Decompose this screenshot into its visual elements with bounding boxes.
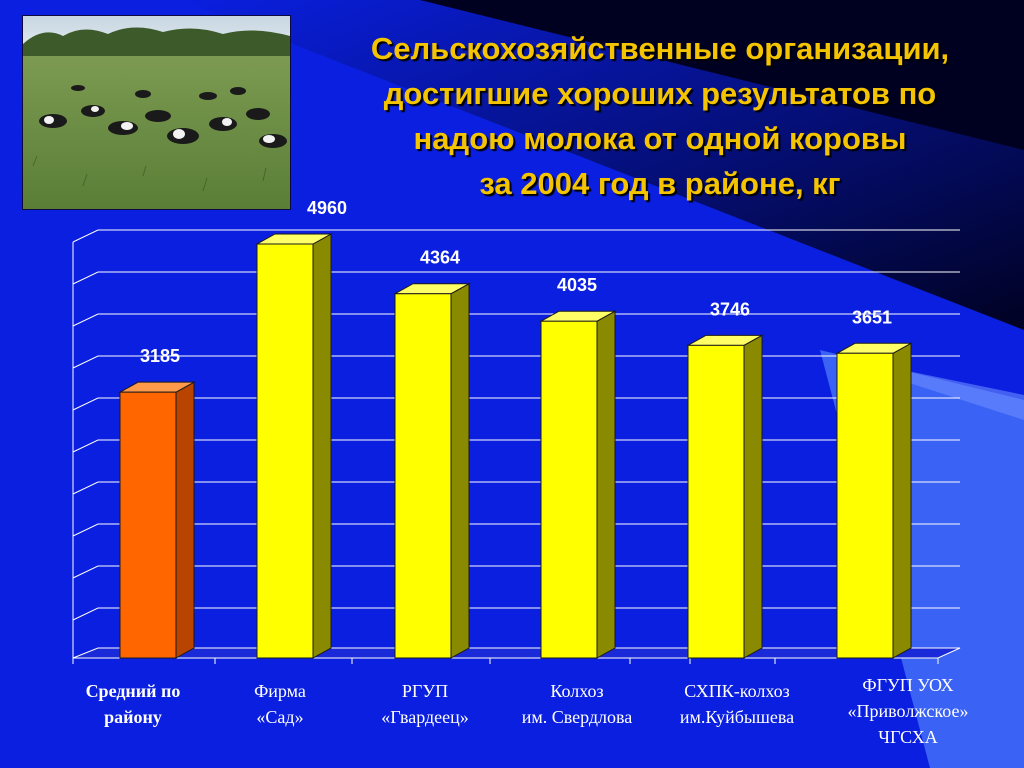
category-label: СХПК-колхоз им.Куйбышева	[652, 678, 822, 730]
category-label-line: РГУП	[401, 681, 449, 701]
bar	[686, 334, 764, 659]
data-label: 3651	[852, 307, 892, 327]
gridline	[72, 439, 960, 453]
bar-front	[394, 293, 452, 659]
bar	[255, 233, 333, 659]
bar-side	[450, 282, 470, 659]
bar-front	[256, 243, 314, 659]
category-label-line: Колхоз	[550, 681, 604, 701]
category-label-line: «Приволжское»	[847, 701, 969, 721]
bar-front	[119, 391, 177, 659]
bar-front	[836, 352, 894, 659]
bar	[539, 310, 617, 659]
data-label: 4035	[557, 275, 597, 295]
category-label-line: им. Свердлова	[521, 707, 633, 727]
title-line: за 2004 год в районе, кг	[479, 166, 841, 201]
data-label: 4960	[307, 198, 347, 218]
category-label-line: Фирма	[254, 681, 306, 701]
gridline	[72, 481, 960, 495]
bar-front	[687, 344, 745, 659]
bar-side	[312, 233, 332, 659]
gridline	[72, 271, 960, 285]
category-label: Фирма «Сад»	[195, 678, 365, 730]
title-line: надою молока от одной коровы	[413, 121, 907, 156]
data-label: 4364	[420, 248, 460, 268]
category-label-line: «Сад»	[256, 707, 304, 727]
gridline	[72, 397, 960, 411]
data-label: 3185	[140, 346, 180, 366]
title-line: достигшие хороших результатов по	[383, 76, 937, 111]
category-label-line: ФГУП УОХ	[862, 675, 954, 695]
category-label-line: «Гвардеец»	[381, 707, 469, 727]
bar-front	[540, 320, 598, 659]
gridline	[72, 607, 960, 621]
bar	[835, 342, 913, 659]
category-label-line: ЧГСХА	[878, 727, 938, 747]
gridline	[72, 313, 960, 327]
data-label: 3746	[710, 299, 750, 319]
cows-pasture-photo	[22, 15, 291, 210]
bar-side	[596, 310, 616, 659]
category-label-line: району	[104, 707, 162, 727]
gridline	[72, 355, 960, 369]
bar-side	[175, 381, 195, 659]
category-label: РГУП «Гвардеец»	[340, 678, 510, 730]
bar-side	[892, 342, 912, 659]
category-label: Средний по району	[48, 678, 218, 730]
title-line: Сельскохозяйственные организации,	[370, 31, 950, 66]
category-label: ФГУП УОХ «Приволжское» ЧГСХА	[823, 672, 993, 750]
category-label-line: Средний по	[85, 681, 181, 701]
gridline	[72, 523, 960, 537]
bar	[393, 282, 471, 659]
bar-side	[743, 334, 763, 659]
bar	[118, 381, 196, 659]
slide-title: Сельскохозяйственные организации, достиг…	[300, 26, 1020, 206]
gridline	[72, 229, 960, 243]
category-label-line: СХПК-колхоз	[684, 681, 790, 701]
category-label: Колхоз им. Свердлова	[492, 678, 662, 730]
chart-floor	[72, 647, 961, 659]
category-label-line: им.Куйбышева	[679, 707, 795, 727]
gridline	[72, 565, 960, 579]
